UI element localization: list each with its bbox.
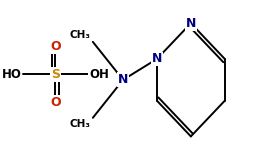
Text: N: N bbox=[185, 17, 195, 30]
Text: CH₃: CH₃ bbox=[69, 119, 90, 129]
Text: O: O bbox=[50, 40, 60, 53]
Text: O: O bbox=[50, 96, 60, 109]
Text: S: S bbox=[51, 68, 60, 81]
Text: CH₃: CH₃ bbox=[69, 30, 90, 40]
Text: HO: HO bbox=[2, 68, 21, 81]
Text: OH: OH bbox=[89, 68, 109, 81]
Text: N: N bbox=[117, 73, 128, 86]
Text: N: N bbox=[151, 52, 162, 65]
